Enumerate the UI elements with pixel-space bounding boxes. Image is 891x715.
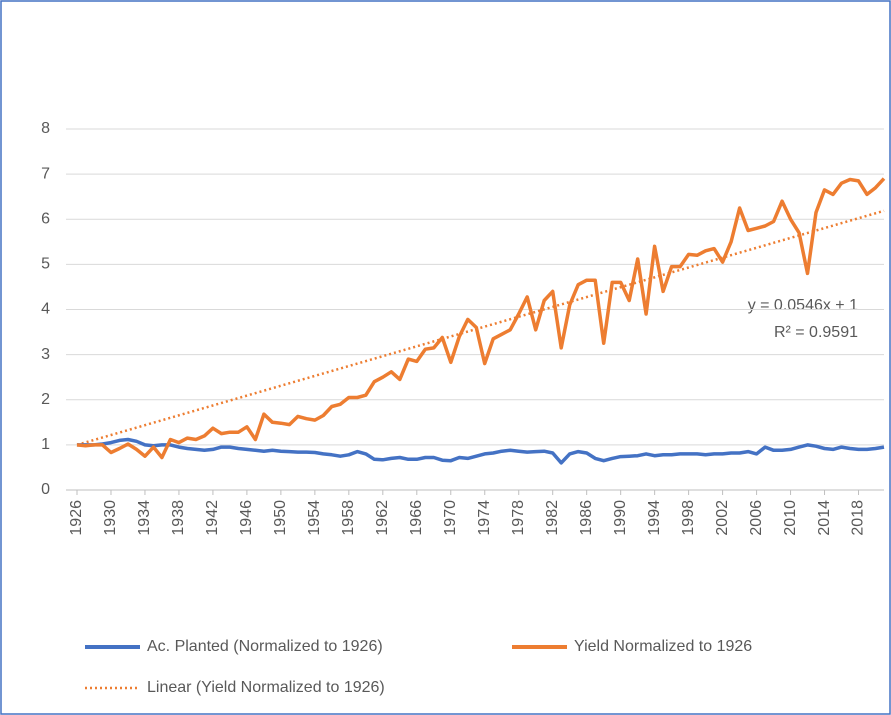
x-tick-label: 1930: [102, 500, 119, 536]
x-tick-label: 2002: [714, 500, 731, 536]
r-squared: R² = 0.9591: [774, 324, 858, 341]
series-line: [76, 177, 886, 460]
x-tick-label: 2006: [748, 500, 765, 536]
equation: y = 0.0546x + 1: [748, 297, 858, 314]
x-tick-label: 1958: [340, 500, 357, 536]
x-tick-label: 1986: [578, 500, 595, 536]
y-tick-label: 3: [41, 346, 50, 363]
x-tick-label: 1974: [476, 500, 493, 536]
y-tick-label: 2: [41, 391, 50, 408]
x-tick-label: 1982: [544, 500, 561, 536]
legend-label: Linear (Yield Normalized to 1926): [147, 679, 385, 696]
series-line: [77, 437, 885, 465]
y-tick-label: 7: [41, 165, 50, 182]
x-tick-label: 1946: [238, 500, 255, 536]
y-tick-label: 0: [41, 481, 50, 498]
x-tick-label: 1954: [306, 500, 323, 536]
x-tick-label: 2014: [816, 500, 833, 536]
x-tick-label: 1998: [680, 500, 697, 536]
x-tick-label: 1950: [272, 500, 289, 536]
legend-label: Yield Normalized to 1926: [574, 638, 752, 655]
x-tick-label: 1926: [68, 500, 85, 536]
x-tick-label: 1962: [374, 500, 391, 536]
y-tick-label: 1: [41, 436, 50, 453]
x-tick-label: 1966: [408, 500, 425, 536]
legend-label: Ac. Planted (Normalized to 1926): [147, 638, 383, 655]
y-tick-label: 6: [41, 210, 50, 227]
x-tick-label: 1994: [646, 500, 663, 536]
x-tick-label: 2010: [782, 500, 799, 536]
x-tick-label: 1934: [136, 500, 153, 536]
x-tick-label: 1938: [170, 500, 187, 536]
y-tick-label: 4: [41, 301, 50, 318]
y-tick-label: 8: [41, 120, 50, 137]
x-tick-label: 1970: [442, 500, 459, 536]
y-tick-label: 5: [41, 256, 50, 273]
x-tick-label: 1978: [510, 500, 527, 536]
x-tick-label: 2018: [850, 500, 867, 536]
x-tick-label: 1990: [612, 500, 629, 536]
trendline: [76, 209, 885, 447]
x-tick-label: 1942: [204, 500, 221, 536]
